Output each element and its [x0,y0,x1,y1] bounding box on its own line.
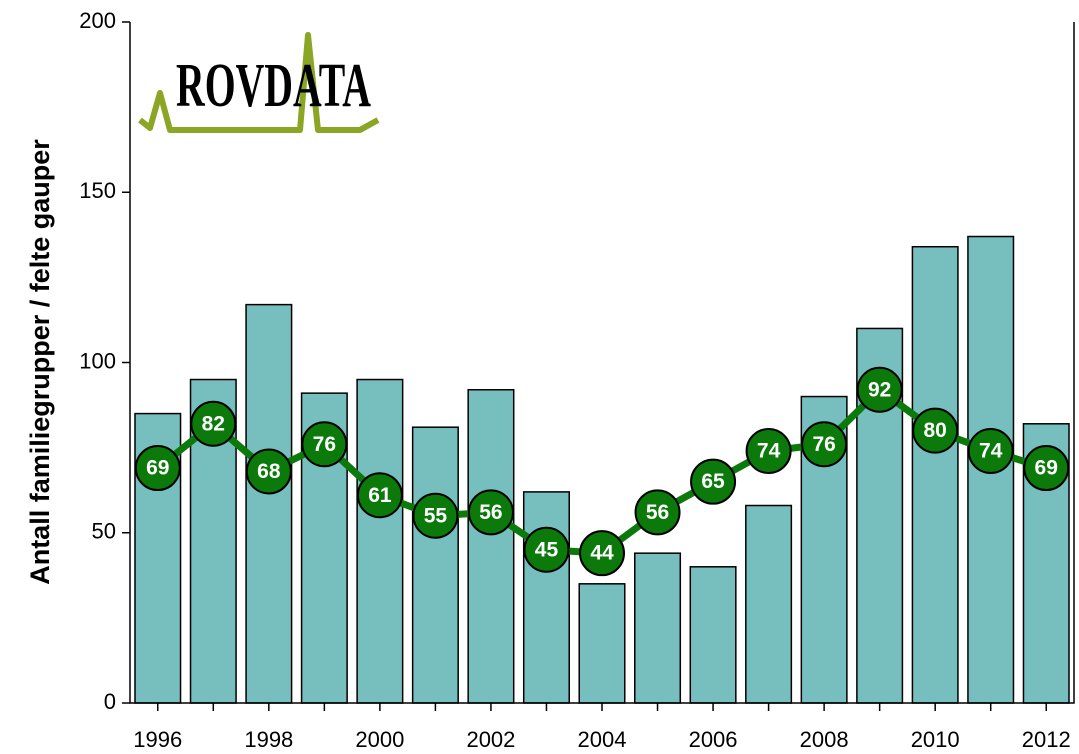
y-tick-label: 100 [79,348,116,373]
data-label: 74 [757,440,781,463]
bar [578,583,626,704]
data-label: 80 [923,419,946,442]
x-tick-label: 2004 [578,727,627,752]
y-tick-label: 150 [79,178,116,203]
marker [467,489,514,536]
data-label: 76 [812,433,835,456]
data-label: 92 [868,378,891,401]
axis-frame [129,22,1075,704]
marker [690,458,737,505]
data-label: 61 [368,484,392,507]
logo: ROVDATA [138,32,380,133]
marker [356,472,403,519]
bar [522,491,570,704]
marker [301,421,348,468]
x-tick-label: 2010 [911,727,960,752]
marker [412,492,459,539]
bar [411,426,459,704]
x-tick-label: 2008 [800,727,849,752]
x-tick-label: 1996 [133,727,182,752]
bar [245,303,293,704]
marker [134,445,181,492]
x-tick-label: 2002 [466,727,515,752]
bar [689,566,737,704]
logo-line [138,32,380,133]
y-tick-label: 0 [104,689,116,714]
y-axis-label: Antall familiegrupper / felte gauper [25,139,55,585]
data-label: 76 [313,433,336,456]
data-label: 74 [979,440,1003,463]
marker [245,448,292,495]
data-label: 82 [202,412,225,435]
data-label: 55 [424,504,448,527]
bar [634,552,682,704]
marker [856,366,903,413]
bar [356,378,404,704]
bar [467,388,515,704]
x-tick-label: 1998 [244,727,293,752]
data-label: 69 [146,457,169,480]
data-label: 44 [590,542,614,565]
marker [523,526,570,573]
y-tick-label: 50 [92,519,116,544]
marker [1023,445,1070,492]
data-label: 69 [1035,457,1058,480]
marker [967,428,1014,475]
data-label: 68 [257,460,281,483]
data-label: 56 [646,501,669,524]
data-label: 65 [701,470,725,493]
marker [801,421,848,468]
data-label: 45 [535,538,559,561]
logo-text: ROVDATA [176,52,371,120]
x-tick-label: 2012 [1022,727,1071,752]
y-tick-label: 200 [79,8,116,33]
x-tick-label: 2006 [689,727,738,752]
marker [912,407,959,454]
marker [190,400,237,447]
x-tick-label: 2000 [355,727,404,752]
marker [745,428,792,475]
bar [911,245,959,704]
marker [634,489,681,536]
data-label: 56 [479,501,502,524]
bar [745,504,793,704]
marker [579,530,625,577]
